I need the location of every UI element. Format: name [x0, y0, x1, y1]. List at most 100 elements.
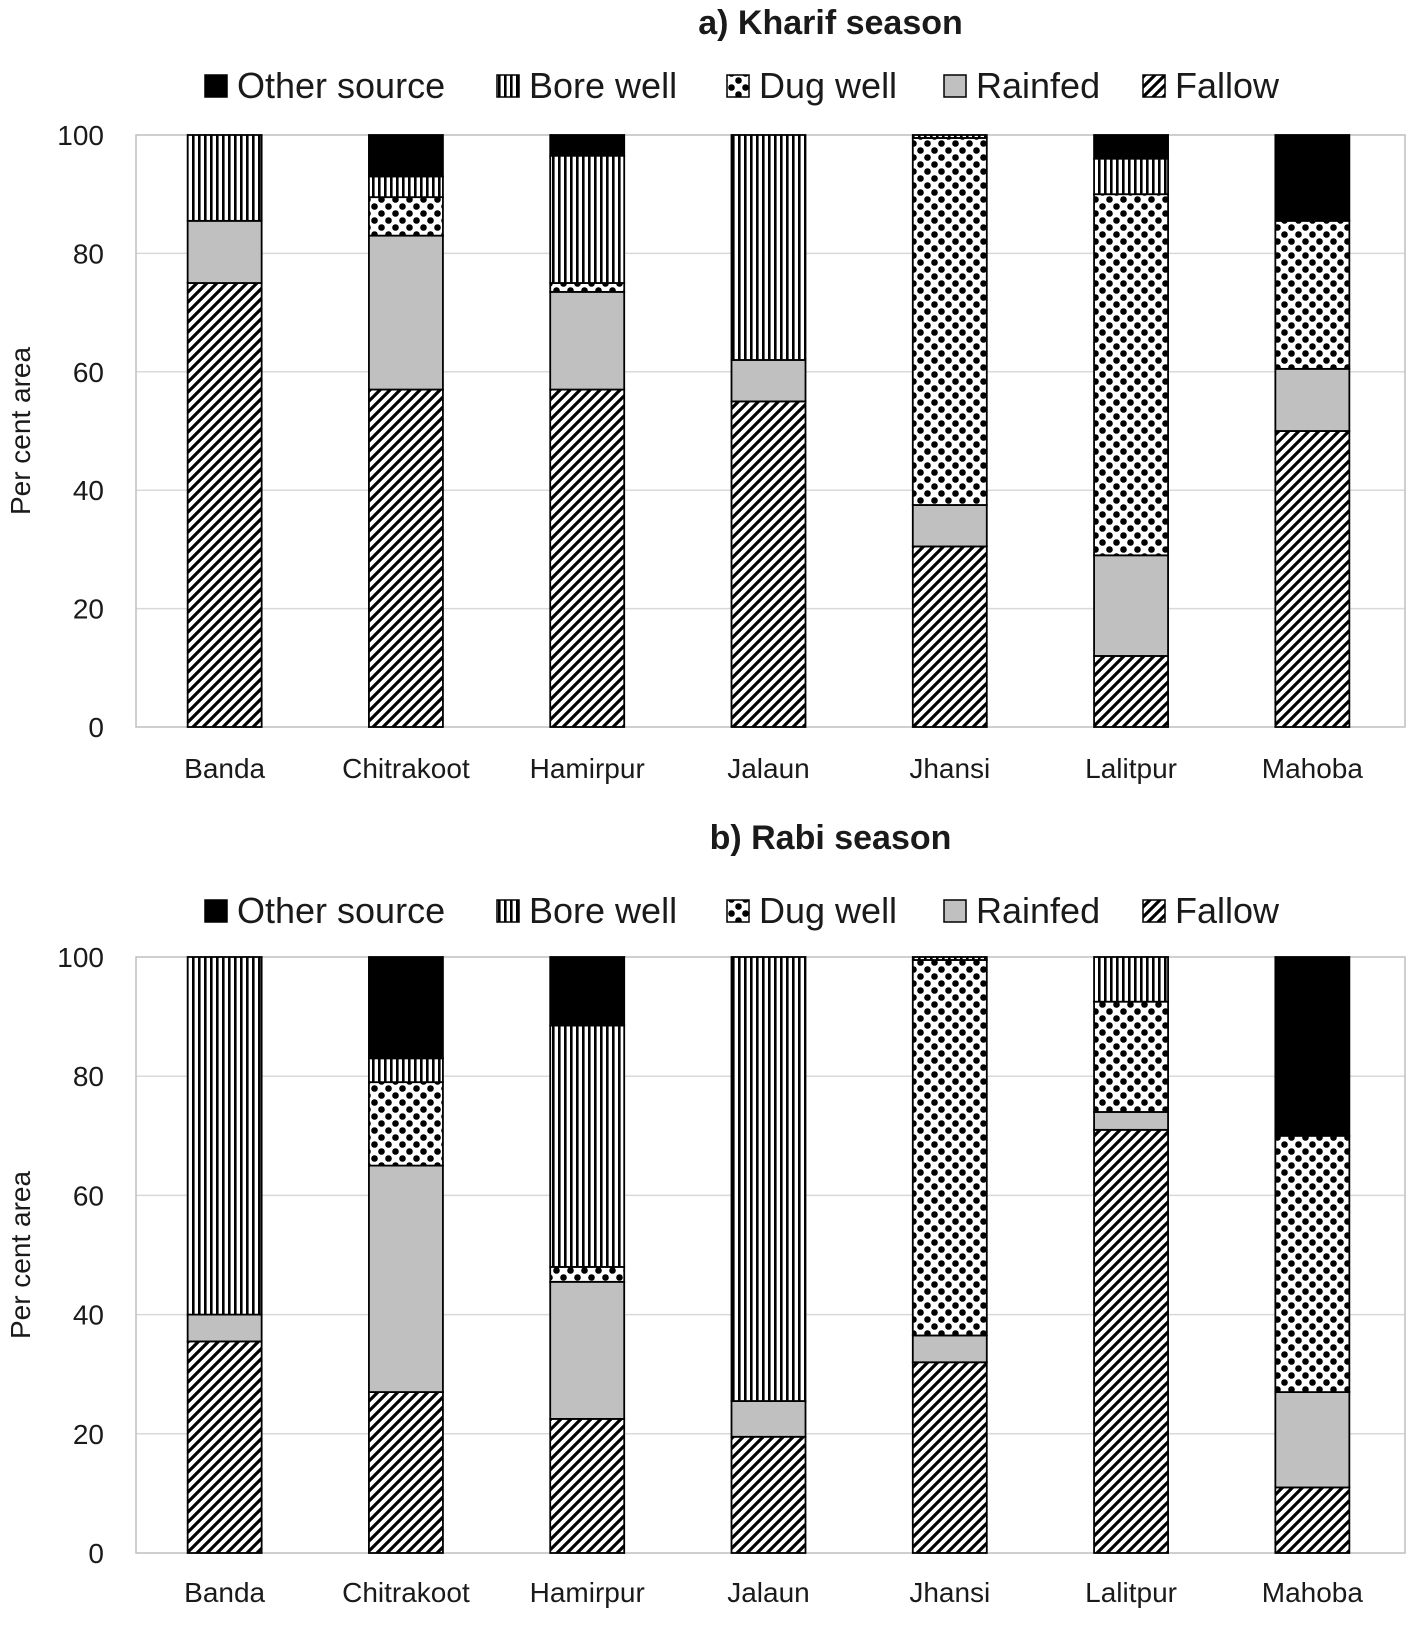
bar-segment-lalitpur-bore-well — [1093, 956, 1169, 1003]
y-tick-label: 60 — [73, 1180, 104, 1211]
y-tick-label: 40 — [73, 475, 104, 506]
bar-segment-lalitpur-dug-well — [1093, 1000, 1169, 1113]
bar-segment-banda-rainfed — [186, 1313, 263, 1343]
bar-segment-lalitpur-fallow — [1093, 655, 1169, 728]
bar-segment-mahoba-dug-well — [1274, 219, 1351, 370]
bar-segment-chitrakoot-fallow — [368, 388, 444, 728]
legend-swatch-fallow — [1142, 899, 1166, 923]
bar-segment-jhansi-rainfed — [911, 1334, 988, 1364]
chart-title: b) Rabi season — [710, 819, 952, 857]
y-tick-label: 100 — [57, 942, 104, 973]
y-tick-label: 0 — [88, 712, 104, 743]
bar-segment-hamirpur-other-source — [549, 134, 626, 157]
x-tick-label-lalitpur: Lalitpur — [1085, 753, 1177, 784]
x-tick-label-mahoba: Mahoba — [1262, 1577, 1364, 1608]
x-tick-label-banda: Banda — [184, 753, 265, 784]
bar-segment-mahoba-rainfed — [1274, 367, 1351, 432]
bar-segment-jhansi-dug-well — [911, 137, 988, 506]
bar-segment-lalitpur-dug-well — [1093, 193, 1169, 557]
legend-label-dug-well: Dug well — [759, 65, 897, 106]
bar-segment-mahoba-dug-well — [1274, 1134, 1351, 1393]
legend-swatch-dug-well — [726, 899, 750, 923]
bar-segment-jhansi-dug-well — [911, 959, 988, 1337]
legend-swatch-other-source — [204, 899, 228, 923]
bar-segment-jalaun-rainfed — [730, 1400, 807, 1438]
x-tick-label-chitrakoot: Chitrakoot — [342, 1577, 470, 1608]
bar-segment-hamirpur-bore-well — [549, 1024, 626, 1268]
legend-label-other-source: Other source — [237, 65, 445, 106]
bar-segment-lalitpur-bore-well — [1093, 157, 1169, 196]
legend-label-rainfed: Rainfed — [976, 65, 1100, 106]
y-tick-label: 40 — [73, 1300, 104, 1331]
bar-segment-jalaun-bore-well — [730, 134, 807, 361]
bar-segment-banda-fallow — [186, 1340, 263, 1554]
bar-segment-lalitpur-fallow — [1093, 1128, 1169, 1554]
y-tick-label: 80 — [73, 238, 104, 269]
legend: Other source Bore well Dug well Rainfed Fall… — [204, 65, 1280, 106]
bar-segment-jalaun-fallow — [730, 1435, 807, 1554]
legend-swatch-rainfed — [943, 74, 967, 98]
bar-segment-hamirpur-rainfed — [549, 290, 626, 391]
bar-segment-jhansi-bore-well — [911, 956, 988, 961]
legend-swatch-fallow — [1142, 74, 1166, 98]
bar-segment-chitrakoot-fallow — [368, 1391, 444, 1554]
y-tick-label: 20 — [73, 1419, 104, 1450]
bar-segment-chitrakoot-bore-well — [368, 1057, 444, 1084]
bar-segment-chitrakoot-other-source — [368, 956, 444, 1060]
bar-segment-mahoba-other-source — [1274, 956, 1351, 1137]
legend-label-bore-well: Bore well — [529, 65, 677, 106]
legend-swatch-other-source — [204, 74, 228, 98]
bar-segment-mahoba-fallow — [1274, 1486, 1351, 1554]
bar-segment-chitrakoot-other-source — [368, 134, 444, 178]
bar-segment-hamirpur-bore-well — [549, 154, 626, 284]
bar-segment-hamirpur-dug-well — [549, 1266, 626, 1283]
bar-segment-hamirpur-fallow — [549, 1418, 626, 1554]
x-tick-label-jhansi: Jhansi — [909, 753, 990, 784]
bar-segment-jalaun-rainfed — [730, 359, 807, 403]
x-tick-label-hamirpur: Hamirpur — [530, 1577, 645, 1608]
bar-segment-jhansi-fallow — [911, 1361, 988, 1554]
x-tick-label-lalitpur: Lalitpur — [1085, 1577, 1177, 1608]
bar-segment-hamirpur-rainfed — [549, 1280, 626, 1420]
bar-segment-jalaun-bore-well — [730, 956, 807, 1402]
legend-label-bore-well: Bore well — [529, 890, 677, 931]
x-tick-label-jalaun: Jalaun — [727, 1577, 810, 1608]
legend-label-fallow: Fallow — [1175, 65, 1280, 106]
y-axis-label: Per cent area — [5, 1171, 36, 1340]
bar-segment-banda-bore-well — [186, 956, 263, 1316]
bar-segment-mahoba-rainfed — [1274, 1391, 1351, 1489]
y-tick-label: 100 — [57, 120, 104, 151]
bar-segment-mahoba-other-source — [1274, 134, 1351, 222]
bar-segment-chitrakoot-rainfed — [368, 234, 444, 391]
bar-segment-lalitpur-other-source — [1093, 134, 1169, 160]
bar-segment-chitrakoot-bore-well — [368, 175, 444, 199]
bar-segment-chitrakoot-dug-well — [368, 196, 444, 237]
bar-segment-mahoba-fallow — [1274, 430, 1351, 728]
legend-label-fallow: Fallow — [1175, 890, 1280, 931]
y-axis-label: Per cent area — [5, 347, 36, 516]
legend-label-other-source: Other source — [237, 890, 445, 931]
x-tick-label-mahoba: Mahoba — [1262, 753, 1364, 784]
chart-title: a) Kharif season — [698, 4, 963, 42]
bar-segment-jhansi-rainfed — [911, 504, 988, 548]
y-tick-label: 60 — [73, 357, 104, 388]
bar-segment-jhansi-fallow — [911, 545, 988, 728]
x-tick-label-jhansi: Jhansi — [909, 1577, 990, 1608]
y-tick-label: 80 — [73, 1061, 104, 1092]
legend-swatch-dug-well — [726, 74, 750, 98]
bar-segment-hamirpur-other-source — [549, 956, 626, 1027]
x-tick-label-chitrakoot: Chitrakoot — [342, 753, 470, 784]
bar-segment-lalitpur-rainfed — [1093, 1111, 1169, 1131]
x-tick-label-hamirpur: Hamirpur — [530, 753, 645, 784]
legend-swatch-rainfed — [943, 899, 967, 923]
legend-swatch-bore-well — [496, 74, 520, 98]
legend-label-rainfed: Rainfed — [976, 890, 1100, 931]
bar-segment-banda-fallow — [186, 282, 263, 728]
bar-segment-chitrakoot-dug-well — [368, 1081, 444, 1167]
legend-label-dug-well: Dug well — [759, 890, 897, 931]
bar-segment-banda-rainfed — [186, 219, 263, 284]
y-tick-label: 20 — [73, 594, 104, 625]
bar-segment-banda-bore-well — [186, 134, 263, 222]
